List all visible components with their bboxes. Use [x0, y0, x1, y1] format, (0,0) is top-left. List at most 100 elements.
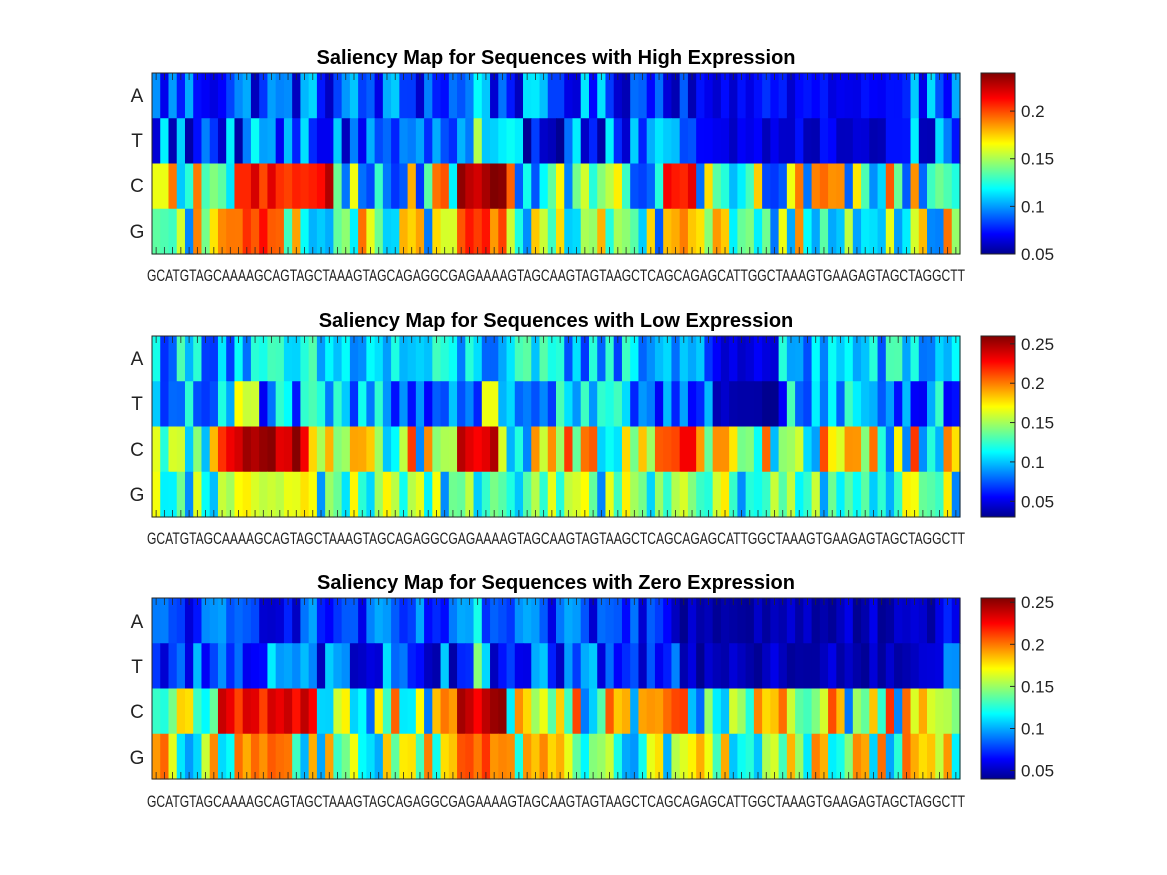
heatmap-cell [481, 688, 491, 735]
heatmap-cell [440, 208, 450, 255]
heatmap-cell [679, 381, 689, 428]
heatmap-cell [250, 381, 260, 428]
heatmap-cell [382, 426, 392, 473]
heatmap-cell [621, 471, 631, 518]
heatmap-cell [745, 471, 755, 518]
heatmap-cell [852, 643, 862, 690]
heatmap-cell [844, 688, 854, 735]
heatmap-cell [275, 426, 285, 473]
heatmap-cell [209, 163, 219, 210]
heatmap-cell [407, 471, 417, 518]
heatmap-cell [473, 688, 483, 735]
heatmap-cell [753, 426, 763, 473]
heatmap-cell [877, 688, 887, 735]
heatmap-cell [729, 163, 738, 210]
heatmap-cell [259, 208, 269, 255]
heatmap-cell [943, 733, 953, 780]
heatmap-cell [325, 598, 334, 644]
heatmap-cell [308, 471, 318, 518]
heatmap-cell [795, 688, 804, 735]
heatmap-cell [910, 381, 920, 428]
heatmap-cell [770, 471, 780, 518]
heatmap-cell [572, 163, 582, 210]
heatmap-cell [374, 426, 384, 473]
heatmap-cell [605, 471, 615, 518]
heatmap-cell [902, 426, 912, 473]
heatmap-cell [160, 163, 170, 210]
heatmap-cell [267, 471, 277, 518]
heatmap-cell [366, 426, 376, 473]
heatmap-cell [415, 733, 425, 780]
heatmap-cell [927, 471, 936, 518]
heatmap-cell [803, 381, 813, 428]
heatmap-cell [473, 426, 483, 473]
heatmap-cell [498, 208, 508, 255]
heatmap-cell [275, 471, 285, 518]
heatmap-cell [514, 426, 524, 473]
heatmap-cell [217, 381, 227, 428]
heatmap-cell [160, 643, 170, 690]
heatmap-cell [654, 688, 664, 735]
heatmap-cell [654, 426, 664, 473]
heatmap-cell [176, 118, 186, 165]
heatmap-cell [935, 163, 945, 210]
heatmap-cell [580, 73, 590, 119]
heatmap-cell [382, 643, 392, 690]
heatmap-cell [498, 643, 508, 690]
heatmap-cell [654, 163, 664, 210]
heatmap-cell [547, 336, 557, 382]
heatmap-cell [737, 426, 747, 473]
heatmap-cell [869, 336, 879, 382]
heatmap-cell [374, 336, 384, 382]
heatmap-cell [184, 733, 194, 780]
heatmap-cell [935, 381, 945, 428]
heatmap-cell [885, 733, 895, 780]
heatmap-cell [440, 163, 450, 210]
heatmap-cell [366, 381, 376, 428]
heatmap-cell [267, 733, 277, 780]
heatmap-cell [737, 208, 747, 255]
heatmap-cell [514, 733, 524, 780]
heatmap-cell [819, 643, 829, 690]
heatmap-cell [275, 381, 285, 428]
heatmap-cell [457, 733, 466, 780]
heatmap-cell [415, 336, 425, 382]
heatmap-cell [407, 381, 417, 428]
heatmap-cell [209, 643, 219, 690]
heatmap-cell [613, 118, 623, 165]
heatmap-cell [605, 381, 615, 428]
heatmap-cell [308, 426, 318, 473]
heatmap-cell [152, 598, 161, 644]
heatmap-cell [861, 471, 870, 518]
heatmap-cell [465, 426, 475, 473]
heatmap-cell [440, 643, 450, 690]
heatmap-cell [753, 643, 763, 690]
heatmap-cell [250, 598, 260, 644]
heatmap-cell [217, 643, 227, 690]
heatmap-cell [910, 598, 920, 644]
colorbar-tick-label: 0.05 [1021, 492, 1054, 511]
heatmap-cell [935, 598, 945, 644]
axis-ticks [155, 336, 957, 517]
heatmap-cell [152, 73, 161, 119]
heatmap-cell [283, 426, 293, 473]
panel-title: Saliency Map for Sequences with Low Expr… [319, 310, 794, 332]
heatmap-cell [168, 381, 178, 428]
heatmap-cell [712, 73, 722, 119]
heatmap-cell [292, 426, 301, 473]
heatmap-cell [663, 426, 673, 473]
heatmap-cell [588, 426, 598, 473]
heatmap-cell [325, 118, 334, 165]
row-label-c: C [130, 176, 144, 197]
heatmap-cell [844, 336, 854, 382]
heatmap-cell [407, 336, 417, 382]
heatmap-cell [927, 381, 936, 428]
heatmap-cell [836, 73, 846, 119]
heatmap-cell [358, 688, 367, 735]
heatmap-cell [580, 643, 590, 690]
heatmap-cell [242, 426, 252, 473]
heatmap-cell [621, 688, 631, 735]
heatmap-cell [300, 163, 310, 210]
heatmap-cell [729, 598, 738, 644]
heatmap-cell [226, 118, 236, 165]
